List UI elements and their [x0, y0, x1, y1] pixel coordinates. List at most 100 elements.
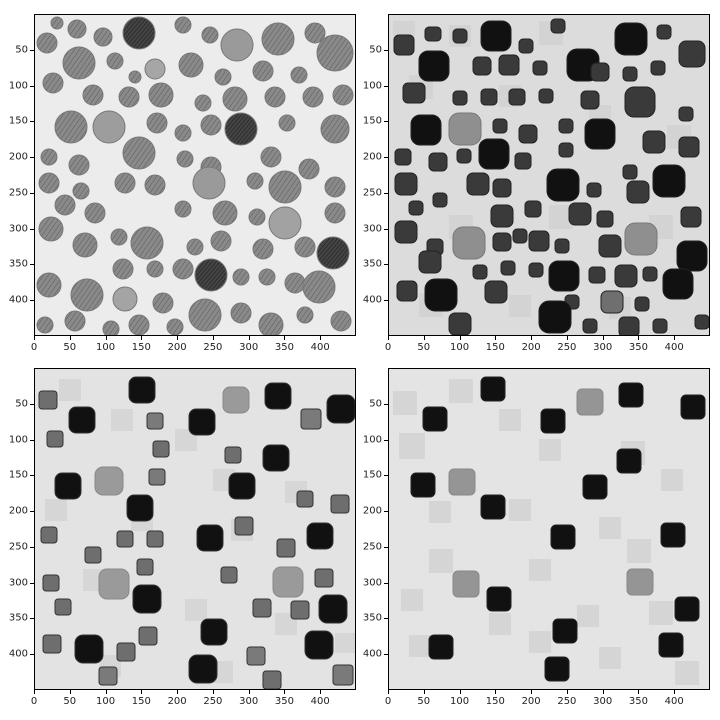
y-tick-label: 350	[8, 258, 28, 270]
x-tick-mark	[320, 336, 322, 340]
y-tick-label: 400	[362, 648, 382, 660]
y-tick-mark	[384, 121, 388, 123]
y-tick-label: 250	[362, 541, 382, 553]
x-tick-mark	[566, 336, 568, 340]
y-tick-label: 50	[15, 398, 28, 410]
y-tick-mark	[384, 511, 388, 513]
x-tick-label: 400	[310, 342, 330, 353]
panel-bottom-right	[388, 368, 710, 690]
x-tick-label: 300	[593, 696, 613, 707]
y-tick-label: 100	[362, 434, 382, 446]
x-tick-mark	[141, 690, 143, 694]
y-tick-mark	[384, 228, 388, 230]
x-tick-label: 400	[310, 696, 330, 707]
y-tick-label: 350	[362, 612, 382, 624]
octagons-image	[389, 15, 709, 335]
x-tick-mark	[284, 690, 286, 694]
y-tick-mark	[30, 300, 34, 302]
circles-image	[35, 15, 355, 335]
x-tick-label: 50	[417, 342, 431, 353]
rounded-squares-mixed-image	[35, 369, 355, 689]
x-tick-mark	[423, 690, 425, 694]
x-tick-label: 150	[131, 342, 151, 353]
y-tick-mark	[30, 475, 34, 477]
x-tick-mark	[212, 690, 214, 694]
y-tick-mark	[30, 264, 34, 266]
panel-top-right	[388, 14, 710, 336]
y-tick-mark	[384, 264, 388, 266]
x-tick-label: 350	[628, 342, 648, 353]
x-tick-mark	[141, 336, 143, 340]
x-tick-mark	[105, 336, 107, 340]
y-tick-mark	[30, 439, 34, 441]
x-tick-label: 200	[167, 342, 187, 353]
x-tick-mark	[602, 336, 604, 340]
x-tick-label: 250	[203, 696, 223, 707]
x-tick-mark	[638, 690, 640, 694]
rounded-squares-sparse-image	[389, 369, 709, 689]
x-tick-label: 100	[450, 696, 470, 707]
y-tick-label: 400	[362, 294, 382, 306]
y-tick-label: 50	[15, 44, 28, 56]
y-tick-label: 50	[369, 398, 382, 410]
x-tick-label: 50	[63, 696, 77, 707]
x-tick-mark	[284, 336, 286, 340]
y-tick-label: 250	[8, 187, 28, 199]
x-tick-label: 0	[30, 696, 38, 707]
y-tick-label: 200	[362, 505, 382, 517]
y-tick-mark	[384, 439, 388, 441]
x-tick-mark	[566, 690, 568, 694]
x-tick-mark	[248, 336, 250, 340]
x-tick-label: 0	[384, 342, 392, 353]
x-tick-mark	[69, 690, 71, 694]
x-tick-label: 350	[628, 696, 648, 707]
y-tick-mark	[384, 157, 388, 159]
y-tick-mark	[384, 49, 388, 51]
x-tick-mark	[531, 336, 533, 340]
x-tick-mark	[212, 336, 214, 340]
y-tick-mark	[384, 403, 388, 405]
y-tick-mark	[30, 157, 34, 159]
x-tick-mark	[495, 336, 497, 340]
y-tick-label: 100	[8, 434, 28, 446]
y-tick-label: 400	[8, 648, 28, 660]
x-tick-mark	[177, 690, 179, 694]
x-tick-mark	[459, 690, 461, 694]
y-tick-mark	[384, 475, 388, 477]
x-tick-mark	[34, 336, 35, 340]
x-tick-mark	[602, 690, 604, 694]
x-tick-label: 150	[485, 342, 505, 353]
y-tick-mark	[30, 654, 34, 656]
y-tick-mark	[30, 546, 34, 548]
y-tick-mark	[384, 546, 388, 548]
x-tick-mark	[34, 690, 35, 694]
y-tick-label: 200	[8, 505, 28, 517]
x-tick-label: 400	[664, 342, 684, 353]
y-tick-label: 300	[8, 223, 28, 235]
x-tick-mark	[388, 336, 389, 340]
x-tick-label: 400	[664, 696, 684, 707]
y-tick-label: 150	[362, 115, 382, 127]
y-tick-label: 250	[362, 187, 382, 199]
x-tick-label: 50	[417, 696, 431, 707]
y-tick-label: 400	[8, 294, 28, 306]
x-tick-mark	[423, 336, 425, 340]
x-tick-label: 0	[30, 342, 38, 353]
y-tick-mark	[30, 121, 34, 123]
y-tick-label: 100	[362, 80, 382, 92]
x-tick-label: 0	[384, 696, 392, 707]
panel-top-left	[34, 14, 356, 336]
x-tick-label: 300	[239, 696, 259, 707]
x-tick-label: 100	[450, 342, 470, 353]
y-tick-mark	[30, 85, 34, 87]
y-tick-mark	[30, 228, 34, 230]
x-tick-mark	[531, 690, 533, 694]
x-tick-label: 150	[485, 696, 505, 707]
y-tick-mark	[30, 582, 34, 584]
x-tick-label: 300	[239, 342, 259, 353]
y-tick-mark	[30, 403, 34, 405]
x-tick-mark	[320, 690, 322, 694]
y-tick-mark	[30, 49, 34, 51]
y-tick-mark	[384, 654, 388, 656]
x-tick-label: 200	[167, 696, 187, 707]
